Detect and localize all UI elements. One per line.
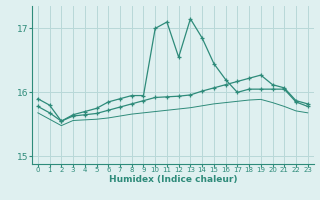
X-axis label: Humidex (Indice chaleur): Humidex (Indice chaleur) xyxy=(108,175,237,184)
